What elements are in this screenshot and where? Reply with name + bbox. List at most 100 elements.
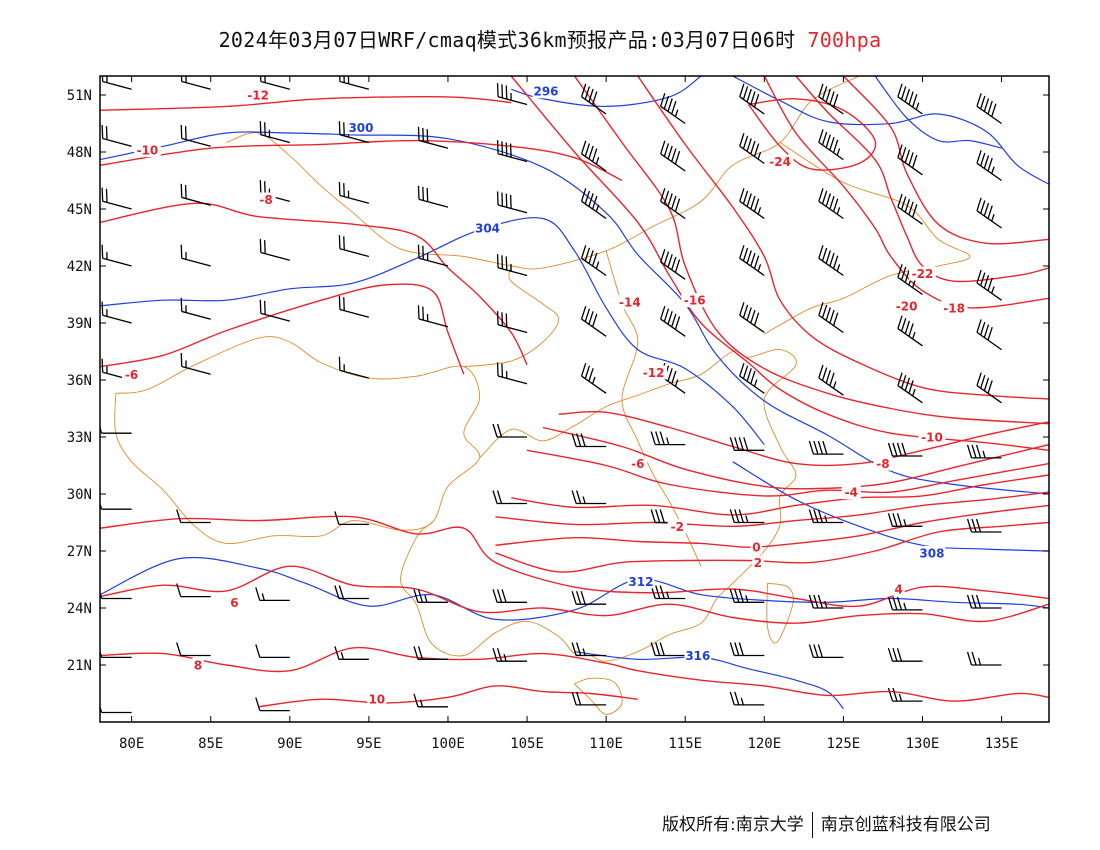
wind-barb <box>650 642 686 657</box>
wind-barb <box>496 254 528 277</box>
wind-barb <box>334 585 369 600</box>
contour-label-background <box>667 519 687 534</box>
wind-barb <box>571 591 607 605</box>
temperature-contour-label: -22 <box>912 267 934 281</box>
contour-label-background <box>873 456 893 471</box>
geopotential-contour <box>100 217 765 445</box>
temperature-contour <box>763 76 1049 309</box>
company-text: 南京创蓝科技有限公司 <box>820 815 991 835</box>
wind-barb <box>180 352 211 375</box>
wind-barb <box>966 518 1002 533</box>
wind-barb <box>413 589 448 603</box>
geopotential-contour <box>874 76 1002 149</box>
wind-barb <box>887 687 923 702</box>
wind-barb <box>818 245 844 277</box>
contour-label-background <box>616 295 644 310</box>
geopotential-contour <box>574 651 844 710</box>
temperature-contour <box>495 491 1049 528</box>
geopotential-contour-label: 304 <box>475 222 500 236</box>
wind-barb <box>417 244 449 267</box>
temperature-contour <box>842 76 1049 245</box>
temperature-contour-label: 0 <box>752 541 760 555</box>
contour-label-background <box>684 648 712 663</box>
contour-label-background <box>532 84 560 99</box>
temperature-contour-label: 6 <box>230 596 238 610</box>
temperature-contour <box>637 76 1049 400</box>
wind-barb <box>808 440 844 455</box>
wind-barb <box>897 83 923 115</box>
wind-barb <box>101 187 132 210</box>
wind-barb <box>259 76 290 90</box>
wind-barb <box>571 433 607 448</box>
temperature-contour <box>100 565 1049 624</box>
wind-barb <box>413 693 448 708</box>
wind-barb <box>255 587 290 602</box>
admin-boundary-line <box>463 265 560 368</box>
lon-tick-label: 135E <box>985 736 1019 752</box>
temperature-contour-label: -24 <box>769 155 791 169</box>
wind-barb <box>417 305 449 328</box>
wind-barb <box>492 648 528 662</box>
contour-label-background <box>681 293 709 308</box>
contour-label-background <box>940 300 968 315</box>
wind-barb <box>818 364 844 396</box>
contour-label-background <box>134 143 161 158</box>
temperature-contour-label: -12 <box>247 89 269 103</box>
lat-tick-label: 33N <box>67 430 92 446</box>
wind-barb <box>739 133 765 164</box>
wind-barb <box>259 299 290 322</box>
contour-label-background <box>256 192 276 207</box>
wind-barb <box>729 437 765 451</box>
temperature-contour-label: -2 <box>671 520 684 534</box>
temperature-contour-label: 4 <box>895 583 903 597</box>
geopotential-contour <box>732 76 1049 185</box>
lat-tick-label: 39N <box>67 316 92 332</box>
temperature-contour <box>495 504 1049 548</box>
wind-barb-layer <box>100 76 1002 714</box>
contour-label-background <box>474 221 501 235</box>
geopotential-contour-label: 316 <box>685 649 710 663</box>
temperature-contour <box>100 283 465 375</box>
wind-barb <box>176 583 211 598</box>
geopotential-contour-label: 312 <box>628 575 653 589</box>
wind-barb <box>413 646 448 660</box>
wind-barb <box>897 372 923 404</box>
wind-barb <box>101 244 132 267</box>
temperature-contour-label: -12 <box>643 366 665 380</box>
wind-barb <box>580 305 607 337</box>
wind-barb <box>571 490 607 505</box>
wind-barb <box>100 704 132 714</box>
wind-barb <box>417 126 449 149</box>
wind-barb <box>255 697 290 712</box>
copyright-text: 版权所有:南京大学 <box>662 815 804 835</box>
admin-boundary-line <box>574 677 623 715</box>
geopotential-contour-label: 296 <box>533 85 558 99</box>
wind-barb <box>259 238 290 261</box>
contour-label-background <box>628 456 648 471</box>
wind-barb <box>729 589 765 603</box>
wind-barb <box>808 644 844 659</box>
wind-barb <box>334 511 369 526</box>
lon-tick-label: 80E <box>119 736 144 752</box>
contour-label-background <box>122 367 142 382</box>
wind-barb <box>580 245 607 277</box>
wind-barb <box>492 490 528 505</box>
wind-barb <box>818 129 844 161</box>
lon-tick-label: 120E <box>747 736 781 752</box>
temperature-contour <box>795 76 1049 283</box>
contour-label-background <box>841 485 861 500</box>
wind-barb <box>976 150 1002 182</box>
temperature-contour-label: -16 <box>684 294 706 308</box>
wind-barb <box>101 124 132 147</box>
wind-barb <box>976 93 1002 125</box>
temperature-contour-label: -8 <box>259 193 272 207</box>
wind-barb <box>966 594 1002 609</box>
wind-barb <box>496 140 528 163</box>
contour-label-layer: -12-10-8-6 -12-14 -16-18-20-22-24-10-8-6-4… <box>122 84 968 707</box>
admin-boundary-line <box>114 336 481 545</box>
wind-barb <box>818 188 844 220</box>
contour-label-background <box>918 430 946 444</box>
wind-barb <box>496 83 528 106</box>
geopotential-contour-label: 308 <box>919 546 944 560</box>
contour-label-background <box>892 582 905 596</box>
